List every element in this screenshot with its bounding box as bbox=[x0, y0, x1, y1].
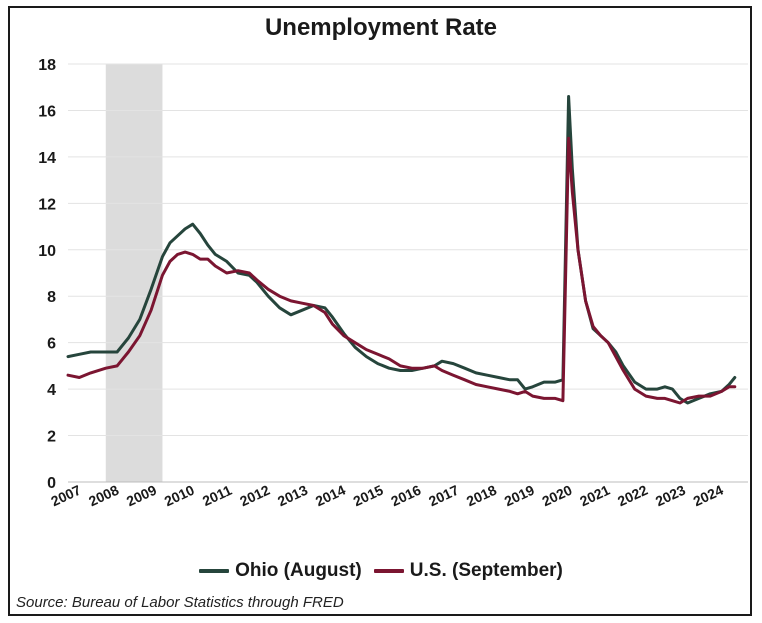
x-tick-label: 2014 bbox=[313, 482, 348, 510]
x-tick-label: 2024 bbox=[691, 482, 726, 510]
y-tick-label: 2 bbox=[47, 429, 56, 446]
legend-swatch-ohio bbox=[199, 569, 230, 573]
chart-title: Unemployment Rate bbox=[264, 14, 498, 41]
x-tick-label: 2011 bbox=[200, 482, 234, 509]
x-tick-label: 2015 bbox=[351, 482, 386, 510]
x-tick-label: 2018 bbox=[464, 482, 499, 510]
x-tick-label: 2009 bbox=[124, 482, 159, 510]
legend-label-us: U.S. (September) bbox=[409, 560, 563, 581]
legend-item-us: U.S. (September) bbox=[373, 560, 563, 582]
x-tick-label: 2017 bbox=[426, 482, 461, 510]
x-tick-label: 2019 bbox=[502, 482, 537, 510]
legend-item-ohio: Ohio (August) bbox=[199, 560, 362, 582]
recession-shading-layer bbox=[105, 64, 163, 482]
x-tick-label: 2010 bbox=[162, 482, 197, 510]
y-tick-label: 16 bbox=[38, 103, 56, 120]
x-tick-label: 2020 bbox=[539, 482, 574, 510]
x-tick-label: 2021 bbox=[577, 482, 612, 510]
source-note: Source: Bureau of Labor Statistics throu… bbox=[16, 594, 344, 611]
x-tick-label: 2016 bbox=[388, 482, 423, 510]
y-tick-label: 0 bbox=[47, 475, 56, 492]
chart-legend: Ohio (August) U.S. (September) bbox=[0, 560, 762, 582]
y-axis-tick-labels: 0 2 4 6 8 10 12 14 16 18 bbox=[38, 57, 56, 492]
gridlines bbox=[68, 63, 748, 483]
y-tick-label: 12 bbox=[38, 196, 56, 213]
y-tick-label: 14 bbox=[38, 150, 56, 167]
legend-swatch-us bbox=[373, 569, 404, 573]
series-lines bbox=[66, 95, 737, 405]
y-tick-label: 8 bbox=[47, 289, 56, 306]
x-tick-label: 2013 bbox=[275, 482, 310, 510]
x-tick-label: 2022 bbox=[615, 482, 650, 510]
x-tick-label: 2012 bbox=[237, 482, 272, 510]
x-tick-label: 2023 bbox=[653, 482, 688, 510]
series-line-us bbox=[66, 136, 737, 405]
y-tick-label: 10 bbox=[38, 243, 56, 260]
y-tick-label: 4 bbox=[47, 382, 56, 399]
legend-label-ohio: Ohio (August) bbox=[235, 560, 362, 581]
y-tick-label: 6 bbox=[47, 336, 56, 353]
x-axis-tick-labels: 2007 2008 2009 2010 2011 2012 2013 2014 2015 2016… bbox=[48, 482, 725, 510]
x-tick-label: 2008 bbox=[86, 482, 121, 510]
y-tick-label: 18 bbox=[38, 57, 56, 74]
recession-shading bbox=[105, 64, 163, 482]
